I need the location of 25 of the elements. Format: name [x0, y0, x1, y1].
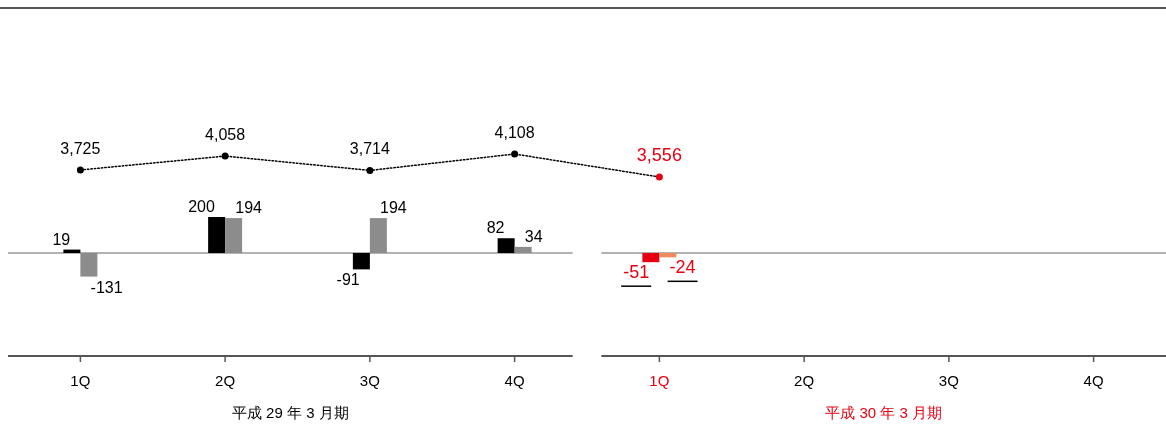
data-label: 82 — [486, 219, 505, 237]
data-label: 4,108 — [494, 124, 535, 141]
data-label: -51 — [623, 262, 650, 283]
x-tick-label: 2Q — [794, 372, 815, 389]
text: 平成 30 年 3 月期 — [825, 404, 943, 421]
data-label: -131 — [90, 278, 123, 296]
data-label: 3,714 — [349, 140, 390, 158]
data-label: 194 — [380, 199, 407, 217]
text: 平成 29 年 3 月期 — [231, 404, 349, 421]
data-label: 3,725 — [60, 139, 101, 157]
x-tick-label: 2Q — [215, 372, 236, 389]
data-label: 19 — [52, 230, 71, 248]
x-tick-label: 1Q — [649, 372, 670, 389]
data-label: 200 — [188, 198, 216, 215]
data-label: 194 — [235, 199, 263, 217]
data-label: 34 — [524, 227, 543, 245]
x-tick-label: 4Q — [504, 372, 525, 389]
x-tick-label: 1Q — [70, 372, 91, 389]
data-label: -91 — [336, 271, 360, 289]
x-tick-label: 4Q — [1083, 372, 1104, 389]
data-label: 4,058 — [205, 126, 246, 144]
data-label: -24 — [669, 257, 696, 278]
x-tick-label: 3Q — [938, 372, 959, 389]
x-tick-label: 3Q — [359, 372, 380, 389]
data-label: 3,556 — [636, 145, 682, 165]
